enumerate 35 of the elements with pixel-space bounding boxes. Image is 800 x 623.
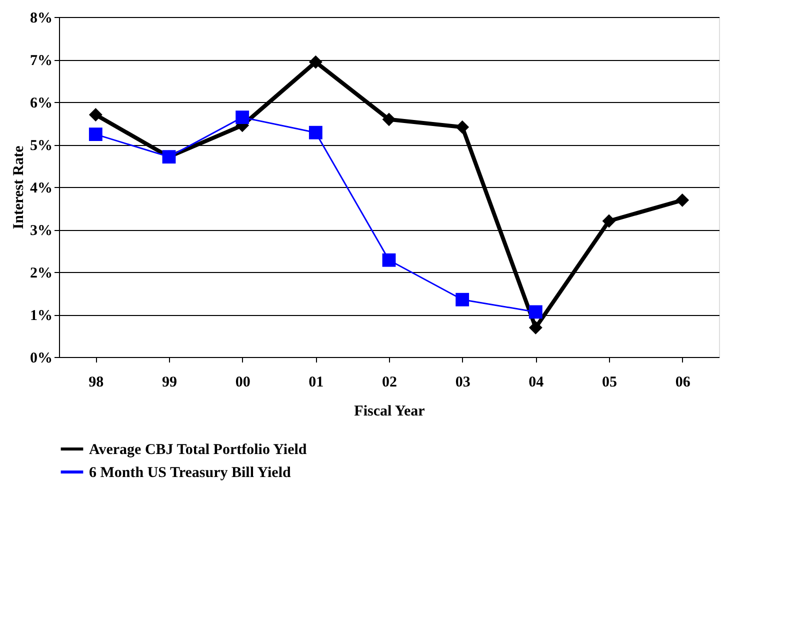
y-tick-label: 0%	[30, 350, 52, 366]
point	[308, 55, 322, 69]
point	[528, 305, 542, 319]
point	[308, 126, 322, 140]
y-axis-title: Interest Rate	[11, 145, 27, 230]
y-tick-label: 6%	[30, 96, 52, 112]
point	[88, 108, 102, 122]
x-tick-label: 98	[88, 374, 104, 390]
y-tick-label: 5%	[30, 138, 52, 154]
x-tick-label: 00	[235, 374, 250, 390]
y-tick-label: 4%	[30, 180, 52, 196]
y-tick-label: 7%	[30, 53, 52, 69]
x-tick-label: 01	[308, 374, 324, 390]
x-tick-label: 04	[528, 374, 544, 390]
x-axis-title: Fiscal Year	[354, 404, 426, 420]
point	[382, 112, 396, 126]
point	[456, 292, 470, 306]
y-tick-label: 1%	[30, 308, 52, 324]
x-tick-label: 03	[455, 374, 470, 390]
legend-label: Average CBJ Total Portfolio Yield	[89, 442, 308, 458]
y-tick-label: 3%	[30, 223, 52, 239]
legend-label: 6 Month US Treasury Bill Yield	[89, 465, 292, 481]
y-tick-label: 8%	[30, 10, 52, 26]
point	[602, 214, 616, 228]
point	[456, 120, 470, 134]
x-tick-label: 06	[675, 374, 691, 390]
point	[528, 320, 542, 334]
y-tick-label: 2%	[30, 266, 52, 282]
point	[88, 128, 102, 142]
point	[676, 193, 690, 207]
point	[236, 110, 250, 124]
point	[382, 253, 396, 267]
x-tick-label: 05	[602, 374, 617, 390]
x-tick-label: 99	[162, 374, 177, 390]
x-tick-label: 02	[382, 374, 397, 390]
